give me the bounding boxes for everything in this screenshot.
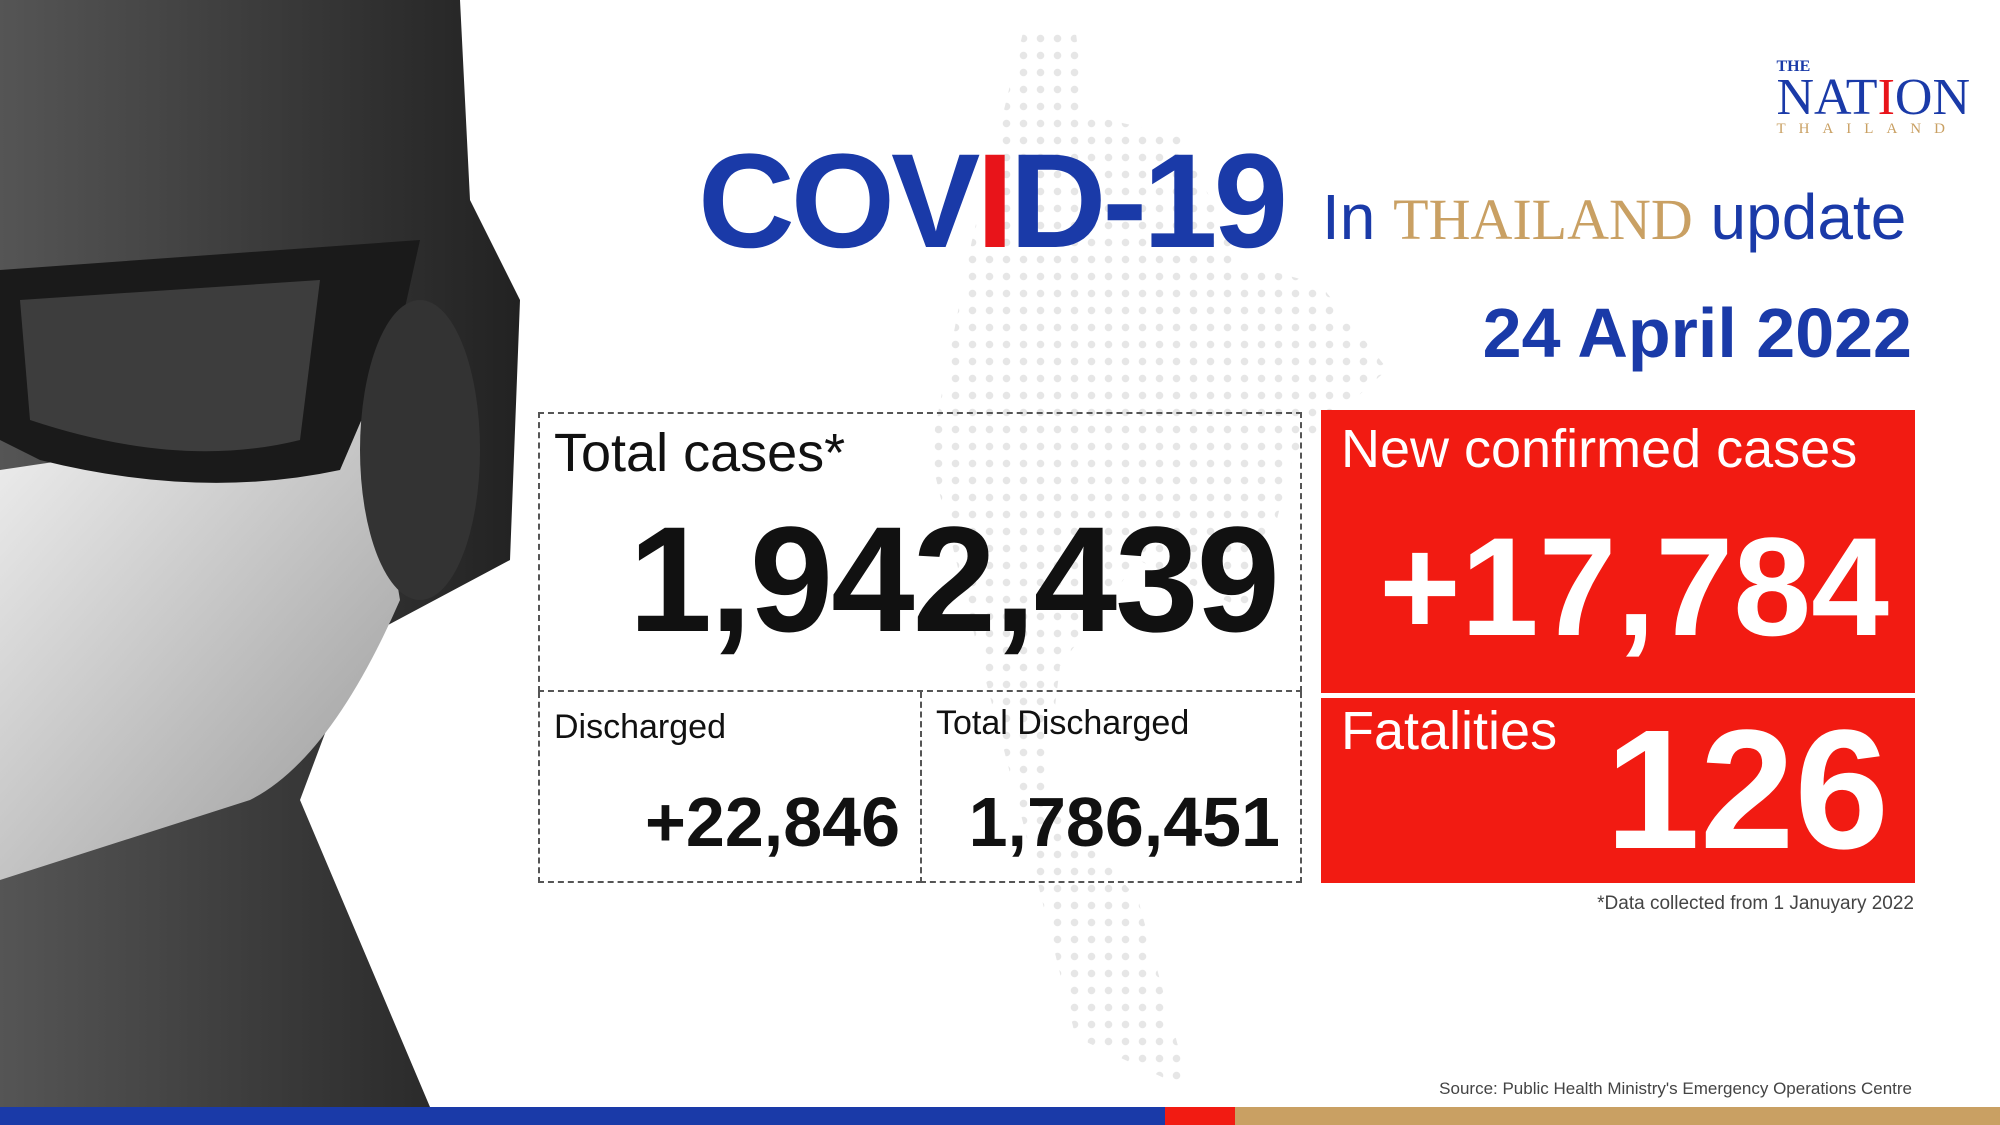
- total-cases-panel: Total cases* 1,942,439: [538, 412, 1302, 692]
- the-nation-logo: THE NATION THAILAND: [1776, 58, 1970, 138]
- logo-the: THE: [1776, 58, 1811, 75]
- new-cases-value: +17,784: [1379, 508, 1889, 665]
- footer-bar-gold: [1235, 1107, 2000, 1125]
- source-note: Source: Public Health Ministry's Emergen…: [1439, 1079, 1912, 1098]
- discharged-value: +22,846: [645, 783, 900, 861]
- total-cases-value: 1,942,439: [628, 495, 1280, 663]
- footer-bar-blue: [0, 1107, 1165, 1125]
- total-cases-label: Total cases*: [554, 423, 846, 483]
- report-date: 24 April 2022: [1482, 294, 1912, 372]
- fatalities-value: 126: [1605, 695, 1889, 885]
- new-cases-label: New confirmed cases: [1341, 419, 1858, 479]
- fatalities-label: Fatalities: [1341, 701, 1558, 761]
- page-title: COVID-19: [698, 127, 1288, 276]
- fatalities-panel: Fatalities 126: [1321, 698, 1915, 883]
- new-cases-panel: New confirmed cases +17,784: [1321, 410, 1915, 693]
- total-discharged-label: Total Discharged: [936, 704, 1190, 742]
- discharged-panel: Discharged +22,846: [538, 692, 922, 883]
- discharged-label: Discharged: [554, 708, 726, 746]
- total-discharged-panel: Total Discharged 1,786,451: [920, 692, 1302, 883]
- footnote: *Data collected from 1 Januyary 2022: [1597, 893, 1914, 914]
- logo-nation: NATION: [1776, 69, 1970, 126]
- logo-thailand: THAILAND: [1776, 121, 1958, 137]
- subtitle: In THAILAND update: [1322, 181, 1907, 253]
- total-discharged-value: 1,786,451: [968, 783, 1280, 861]
- masked-person-image: [0, 0, 520, 1107]
- footer-bar-red: [1165, 1107, 1235, 1125]
